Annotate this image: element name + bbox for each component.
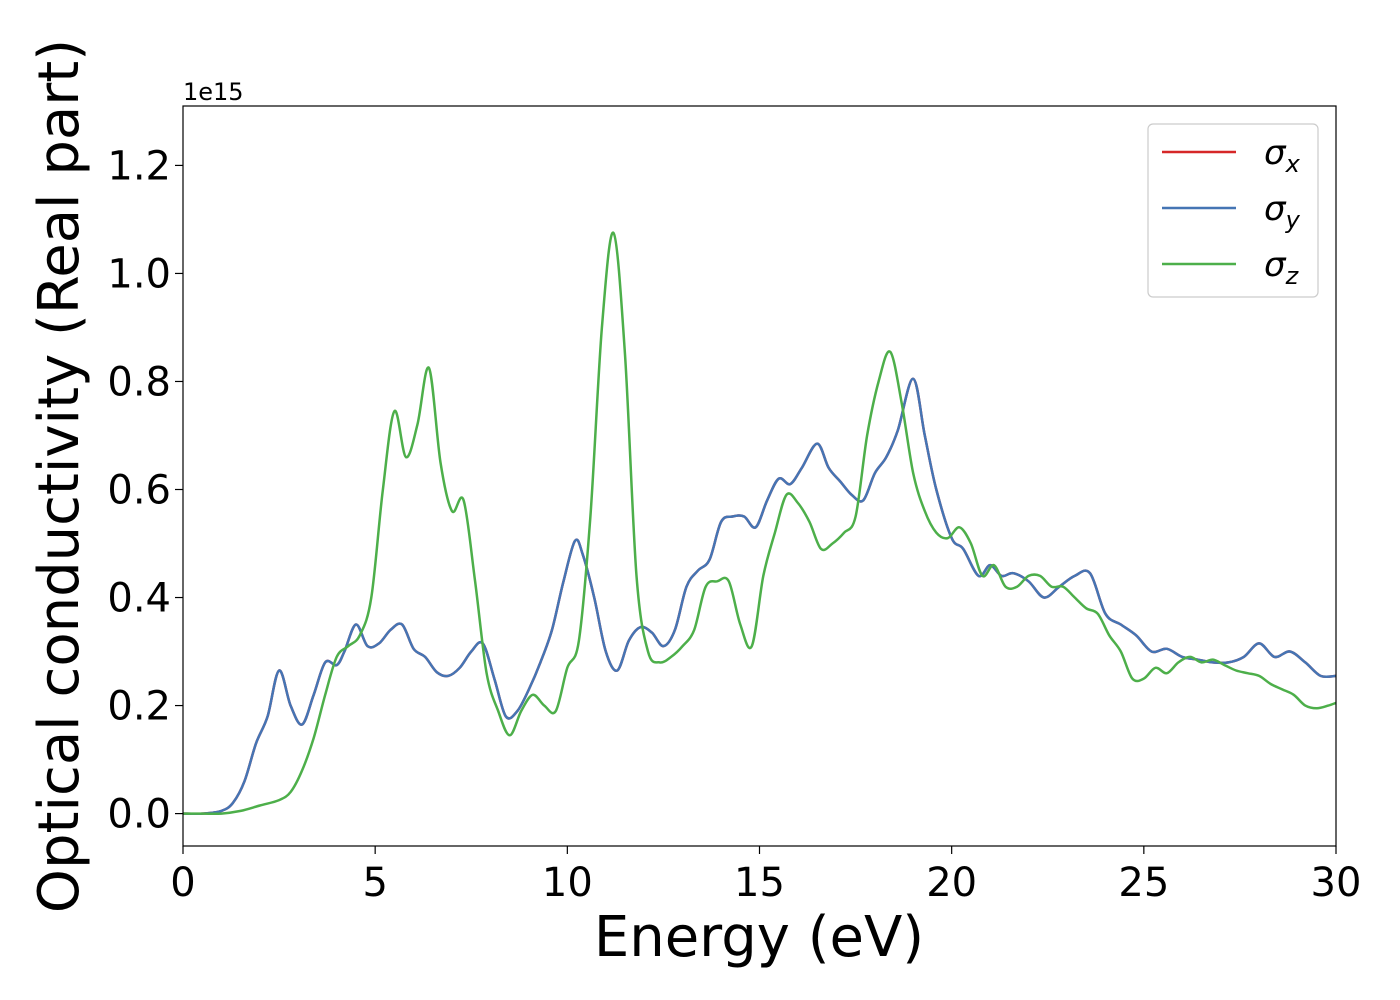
y-tick-label: 0.8	[107, 359, 171, 405]
legend-label: σx	[1264, 133, 1301, 178]
x-axis: 0 5 10 15 20 25 30	[170, 846, 1361, 906]
legend-label-symbol: σ	[1264, 133, 1287, 173]
series-line-σy	[183, 377, 1336, 816]
x-tick-label: 30	[1311, 860, 1362, 906]
x-tick-label: 20	[926, 860, 977, 906]
legend-label-symbol: σ	[1264, 245, 1287, 285]
x-tick-label: 25	[1118, 860, 1169, 906]
legend-label-symbol: σ	[1264, 189, 1287, 229]
legend-label-subscript: z	[1285, 262, 1300, 290]
y-tick-label: 1.2	[107, 143, 171, 189]
x-tick-label: 15	[734, 860, 785, 906]
series-line-σz	[183, 231, 1336, 816]
y-axis-label: Optical conductivity (Real part)	[27, 39, 92, 913]
x-tick-label: 10	[542, 860, 593, 906]
x-axis-label: Energy (eV)	[594, 905, 924, 970]
y-tick-label: 0.0	[107, 792, 171, 838]
y-tick-label: 1.0	[107, 251, 171, 297]
y-tick-label: 0.6	[107, 468, 171, 514]
legend-label: σz	[1264, 245, 1300, 290]
legend-label-subscript: x	[1285, 150, 1301, 178]
y-tick-label: 0.2	[107, 684, 171, 730]
series-layer	[183, 231, 1336, 816]
legend-label-subscript: y	[1285, 206, 1301, 234]
y-offset-text: 1e15	[183, 78, 244, 106]
x-tick-label: 5	[362, 860, 387, 906]
legend-label: σy	[1264, 189, 1301, 234]
x-tick-label: 0	[170, 860, 195, 906]
y-tick-label: 0.4	[107, 576, 171, 622]
legend-box	[1147, 123, 1319, 298]
y-axis: 0.0 0.2 0.4 0.6 0.8 1.0 1.2	[107, 143, 183, 838]
